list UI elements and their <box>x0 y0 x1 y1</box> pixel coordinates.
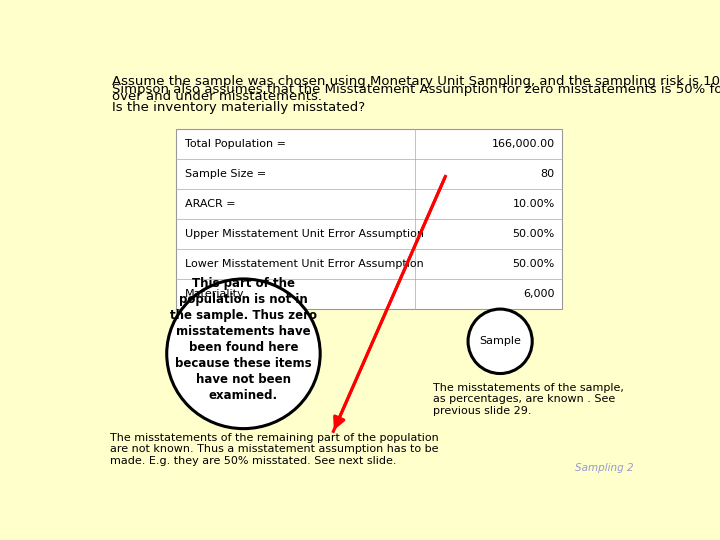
Text: Assume the sample was chosen using Monetary Unit Sampling, and the sampling risk: Assume the sample was chosen using Monet… <box>112 75 720 88</box>
Text: This part of the
population is not in
the sample. Thus zero
misstatements have
b: This part of the population is not in th… <box>170 276 317 402</box>
Bar <box>176 129 562 309</box>
Text: over and under misstatements.: over and under misstatements. <box>112 90 323 103</box>
Text: Materiality: Materiality <box>185 289 245 299</box>
Text: Sample: Sample <box>480 336 521 346</box>
Text: Upper Misstatement Unit Error Assumption: Upper Misstatement Unit Error Assumption <box>185 229 424 239</box>
Text: 80: 80 <box>541 169 555 179</box>
Text: Simpson also assumes that the Misstatement Assumption for zero misstatements is : Simpson also assumes that the Misstateme… <box>112 83 720 96</box>
Text: The misstatements of the sample,
as percentages, are known . See
previous slide : The misstatements of the sample, as perc… <box>433 383 624 416</box>
Text: 166,000.00: 166,000.00 <box>492 139 555 149</box>
Text: 6,000: 6,000 <box>523 289 555 299</box>
Ellipse shape <box>167 279 320 429</box>
Text: The misstatements of the remaining part of the population
are not known. Thus a : The misstatements of the remaining part … <box>109 433 438 466</box>
Text: 50.00%: 50.00% <box>513 229 555 239</box>
Text: ARACR =: ARACR = <box>185 199 235 209</box>
Text: Total Population =: Total Population = <box>185 139 286 149</box>
Text: Sample Size =: Sample Size = <box>185 169 266 179</box>
Text: Sampling 2: Sampling 2 <box>575 463 634 473</box>
Text: Lower Misstatement Unit Error Assumption: Lower Misstatement Unit Error Assumption <box>185 259 423 269</box>
Text: Is the inventory materially misstated?: Is the inventory materially misstated? <box>112 102 366 114</box>
Ellipse shape <box>468 309 532 374</box>
Text: 10.00%: 10.00% <box>513 199 555 209</box>
Text: 50.00%: 50.00% <box>513 259 555 269</box>
